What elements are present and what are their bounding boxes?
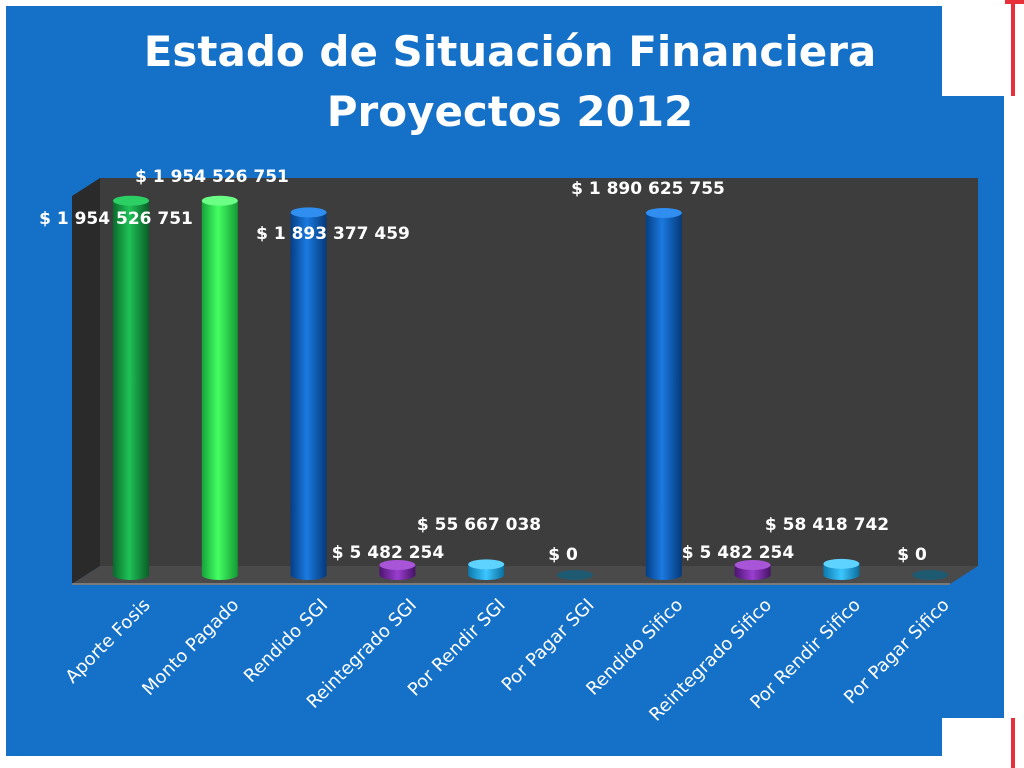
value-label-2: $ 1 954 526 751 — [135, 167, 289, 187]
value-label-9: $ 58 418 742 — [765, 515, 889, 535]
category-label-6: Por Pagar SGI — [498, 595, 599, 696]
bar-3 — [290, 207, 327, 580]
value-label-8: $ 5 482 254 — [682, 543, 795, 563]
accent-bar-top — [1005, 0, 1024, 4]
value-label-5: $ 55 667 038 — [417, 515, 541, 535]
category-label-1: Aporte Fosis — [62, 595, 155, 688]
plot-side-wall — [72, 178, 100, 584]
value-label-7: $ 1 890 625 755 — [571, 179, 725, 199]
value-label-10: $ 0 — [897, 545, 927, 565]
accent-bar-right — [1011, 4, 1015, 96]
bar-8 — [734, 560, 771, 580]
bar-10 — [912, 570, 949, 580]
value-label-3: $ 1 893 377 459 — [256, 224, 410, 244]
chart-title-line-2: Proyectos 2012 — [326, 87, 694, 136]
accent-bar-bottom — [1011, 718, 1015, 768]
category-label-3: Rendido SGI — [240, 595, 332, 687]
bar-6 — [557, 570, 593, 580]
value-label-1: $ 1 954 526 751 — [39, 209, 193, 229]
bar-9 — [823, 558, 860, 580]
value-label-6: $ 0 — [548, 545, 578, 565]
value-label-4: $ 5 482 254 — [332, 543, 445, 563]
chart-title: Estado de Situación Financiera Proyectos… — [40, 22, 980, 142]
category-label-2: Monto Pagado — [138, 595, 243, 700]
bar-5 — [468, 559, 505, 580]
bar-4 — [379, 560, 416, 580]
chart-title-line-1: Estado de Situación Financiera — [143, 27, 877, 76]
bar-1 — [113, 195, 149, 580]
bar-2 — [201, 195, 238, 580]
bar-7 — [645, 207, 682, 580]
